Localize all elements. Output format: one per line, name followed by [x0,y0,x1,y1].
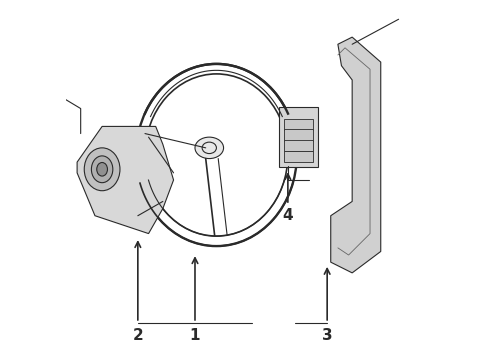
Ellipse shape [97,162,107,176]
Polygon shape [77,126,173,234]
FancyBboxPatch shape [284,140,313,152]
FancyBboxPatch shape [279,107,318,167]
FancyBboxPatch shape [284,118,313,130]
Ellipse shape [84,148,120,191]
Polygon shape [331,37,381,273]
Text: 2: 2 [132,328,143,343]
Text: 1: 1 [190,328,200,343]
Text: 3: 3 [322,328,333,343]
Ellipse shape [195,137,223,158]
FancyBboxPatch shape [284,151,313,162]
Ellipse shape [92,156,113,183]
Text: 4: 4 [283,208,293,223]
FancyBboxPatch shape [284,129,313,141]
